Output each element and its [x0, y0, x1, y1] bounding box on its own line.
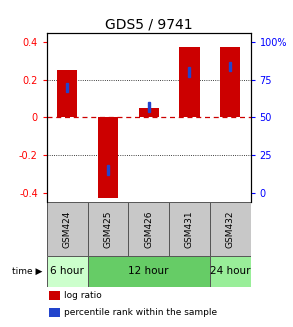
Text: GSM424: GSM424: [63, 210, 72, 248]
Bar: [49, 291, 60, 300]
Text: log ratio: log ratio: [64, 291, 102, 300]
Bar: [188, 67, 190, 77]
FancyBboxPatch shape: [47, 256, 88, 286]
Bar: [220, 47, 240, 117]
FancyBboxPatch shape: [88, 202, 128, 256]
FancyBboxPatch shape: [169, 202, 210, 256]
Bar: [107, 165, 109, 175]
FancyBboxPatch shape: [128, 202, 169, 256]
Bar: [49, 308, 60, 317]
Text: GSM432: GSM432: [226, 210, 235, 248]
FancyBboxPatch shape: [88, 256, 210, 286]
Bar: [57, 70, 77, 117]
Text: GSM426: GSM426: [144, 210, 153, 248]
Bar: [98, 117, 118, 198]
FancyBboxPatch shape: [210, 256, 251, 286]
Text: time ▶: time ▶: [12, 267, 42, 276]
Text: 12 hour: 12 hour: [128, 267, 169, 276]
Title: GDS5 / 9741: GDS5 / 9741: [105, 18, 193, 31]
Bar: [66, 82, 68, 92]
Bar: [229, 62, 231, 71]
Bar: [139, 108, 159, 117]
Text: 24 hour: 24 hour: [210, 267, 251, 276]
Text: 6 hour: 6 hour: [50, 267, 84, 276]
FancyBboxPatch shape: [47, 202, 88, 256]
Text: GSM431: GSM431: [185, 210, 194, 248]
Bar: [179, 47, 200, 117]
Text: percentile rank within the sample: percentile rank within the sample: [64, 308, 217, 317]
FancyBboxPatch shape: [210, 202, 251, 256]
Text: GSM425: GSM425: [103, 210, 113, 248]
Bar: [148, 102, 150, 112]
